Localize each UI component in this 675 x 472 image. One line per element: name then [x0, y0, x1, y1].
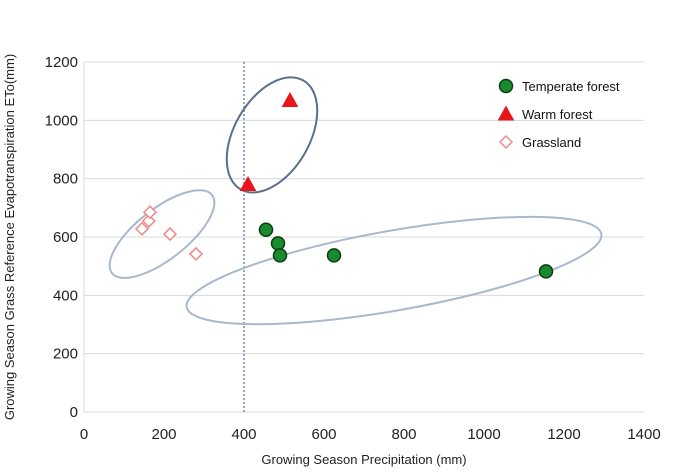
ellipse-temperate-forest	[185, 215, 603, 326]
grid-lines	[83, 61, 644, 413]
point-temperate-forest	[538, 264, 554, 279]
x-tick-label: 1400	[627, 426, 660, 443]
y-tick-label: 200	[53, 346, 78, 363]
point-grassland	[134, 221, 150, 236]
y-tick-label: 1200	[45, 54, 78, 71]
legend: Temperate forest Warm forest Grassland	[497, 78, 620, 150]
legend-marker-grassland	[498, 134, 514, 150]
legend-marker-temperate-forest	[498, 78, 514, 94]
x-tick-labels: 0 200 400 600 800 1000 1200 1400	[80, 426, 661, 443]
x-tick-label: 1000	[467, 426, 500, 443]
legend-label: Grassland	[522, 135, 581, 150]
legend-marker-warm-forest	[497, 105, 515, 121]
x-tick-label: 800	[391, 426, 416, 443]
y-axis-label: Growing Season Grass Reference Evapotran…	[2, 54, 17, 420]
y-tick-label: 0	[70, 404, 78, 421]
point-grassland	[162, 227, 178, 242]
x-tick-label: 0	[80, 426, 88, 443]
point-warm-forest	[239, 175, 257, 191]
point-temperate-forest	[272, 248, 288, 263]
y-tick-label: 400	[53, 287, 78, 304]
x-tick-label: 1200	[547, 426, 580, 443]
x-tick-label: 600	[311, 426, 336, 443]
x-axis-label: Growing Season Precipitation (mm)	[261, 452, 466, 467]
data-points	[134, 91, 554, 279]
y-tick-labels: 0 200 400 600 800 1000 1200	[45, 54, 78, 421]
point-grassland	[142, 205, 158, 220]
y-tick-label: 800	[53, 171, 78, 188]
legend-label: Temperate forest	[522, 79, 620, 94]
point-grassland	[141, 213, 156, 229]
point-warm-forest	[281, 91, 299, 107]
point-temperate-forest	[326, 248, 342, 263]
x-tick-label: 400	[231, 426, 256, 443]
x-tick-label: 200	[151, 426, 176, 443]
point-temperate-forest	[270, 236, 286, 251]
point-temperate-forest	[258, 222, 274, 237]
point-grassland	[188, 246, 204, 261]
y-tick-label: 1000	[45, 112, 78, 129]
legend-label: Warm forest	[522, 107, 593, 122]
y-tick-label: 600	[53, 229, 78, 246]
